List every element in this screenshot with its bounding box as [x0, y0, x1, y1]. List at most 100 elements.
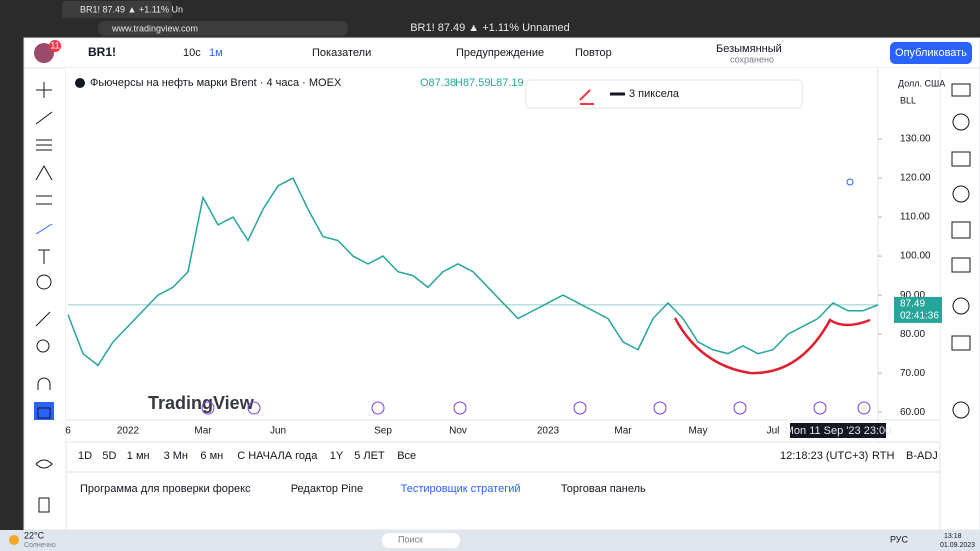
tab-title[interactable]: BR1! 87.49 ▲ +1.11% Un: [80, 4, 183, 14]
events: [201, 401, 871, 415]
y-tick-label: 100.00: [900, 251, 931, 262]
watermark: TradingView: [148, 393, 255, 413]
range-button[interactable]: 1D: [78, 450, 92, 462]
event[interactable]: [247, 401, 261, 415]
avatar[interactable]: [34, 43, 54, 63]
news-icon[interactable]: [951, 257, 971, 273]
x-tick-label: May: [689, 426, 708, 437]
alert[interactable]: Предупреждение: [456, 47, 544, 59]
event[interactable]: [371, 401, 385, 415]
projection-tool[interactable]: [36, 195, 52, 205]
symbol[interactable]: BR1!: [88, 45, 116, 59]
range-button[interactable]: 6 мн: [200, 450, 223, 462]
event[interactable]: [201, 401, 215, 415]
event[interactable]: [573, 401, 587, 415]
trendline-tool[interactable]: [35, 111, 53, 125]
calendar-icon[interactable]: [951, 221, 971, 239]
range-button[interactable]: 1Y: [330, 450, 344, 462]
badge-count: 11: [50, 40, 59, 50]
x-tick-label: Jul: [767, 426, 780, 437]
indicators[interactable]: Показатели: [312, 47, 371, 59]
data-icon[interactable]: [951, 151, 971, 167]
y-tick-label: 110.00: [900, 212, 930, 223]
chat-icon[interactable]: [951, 335, 971, 351]
text-tool[interactable]: [38, 249, 50, 264]
tab[interactable]: [62, 1, 172, 18]
delete-tool[interactable]: [38, 497, 50, 513]
date: 01.09.2023: [940, 542, 975, 549]
range-buttons: 1D 5D 1 мн 3 Мн 6 мн С НАЧАЛА года 1Y 5 ЛЕТ Все: [78, 450, 416, 462]
chart-title: Фьючерсы на нефть марки Brent · 4 часа ·…: [90, 77, 342, 89]
watchlist-icon[interactable]: [951, 83, 971, 97]
streams-icon[interactable]: [952, 401, 970, 419]
search-box[interactable]: [382, 533, 460, 548]
bottom-tab[interactable]: Программа для проверки форекс: [80, 483, 251, 495]
fib-tool[interactable]: [36, 139, 52, 151]
interval[interactable]: 10с: [183, 47, 201, 59]
brush-tool[interactable]: [35, 223, 53, 235]
event[interactable]: [653, 401, 667, 415]
publish-button[interactable]: [890, 42, 972, 64]
pattern-tool[interactable]: [35, 164, 53, 181]
drawing-toolbar: [525, 79, 803, 109]
ideas-icon[interactable]: [952, 297, 970, 315]
cup-drawing: [673, 317, 871, 375]
bottom-tab[interactable]: Редактор Pine: [291, 483, 363, 495]
eye-tool[interactable]: [35, 459, 53, 469]
marker: [846, 178, 854, 186]
event[interactable]: [733, 401, 747, 415]
legend-high: Н87.59: [455, 77, 490, 89]
bottom-tab[interactable]: Тестировщик стратегий: [401, 483, 521, 495]
plot: 60.00 70.00 80.00 90.00 100.00 110.00 120.00 13…: [65, 134, 942, 437]
interval-active[interactable]: 1м: [209, 47, 223, 59]
adjust[interactable]: B-ADJ: [906, 450, 938, 462]
event[interactable]: [813, 401, 827, 415]
last-price: 87.49: [900, 299, 925, 310]
range-button[interactable]: Все: [397, 450, 416, 462]
lock-draw-tool[interactable]: [34, 402, 54, 420]
x-tick-label: Sep: [374, 426, 392, 437]
session[interactable]: RTH: [872, 450, 894, 462]
event[interactable]: [857, 401, 871, 415]
clock: 12:18:23 (UTC+3): [780, 450, 868, 462]
layout-name[interactable]: Безымянный: [716, 43, 782, 55]
source[interactable]: BLL: [900, 95, 916, 105]
range-button[interactable]: 1 мн: [127, 450, 150, 462]
alerts-icon[interactable]: [952, 113, 970, 131]
y-tick-label: 80.00: [900, 329, 925, 340]
time: 13:18: [944, 533, 962, 540]
line-width[interactable]: 3 пиксела: [629, 88, 680, 100]
replay[interactable]: Повтор: [575, 47, 612, 59]
ruler-tool[interactable]: [35, 311, 51, 327]
bottom-tab[interactable]: Торговая панель: [561, 483, 646, 495]
symbol-icon: [75, 78, 85, 88]
zoom-tool[interactable]: [36, 339, 50, 353]
language[interactable]: РУС: [890, 534, 909, 544]
browser-sidebar: [0, 38, 24, 530]
sidebar-icons: [951, 83, 971, 419]
hotlist-icon[interactable]: [952, 185, 970, 203]
range-button[interactable]: 5D: [102, 450, 116, 462]
event[interactable]: [453, 401, 467, 415]
address-bar[interactable]: [98, 21, 348, 36]
chart-area: [66, 68, 940, 442]
range-button[interactable]: С НАЧАЛА года: [237, 450, 318, 462]
bottom-tabs: Программа для проверки форекс Редактор Pi…: [80, 483, 646, 495]
publish[interactable]: Опубликовать: [895, 47, 967, 59]
crosshair-tool[interactable]: [36, 82, 52, 98]
x-tick-label: 6: [65, 426, 71, 437]
search[interactable]: Поиск: [398, 534, 423, 544]
currency[interactable]: Долл. США: [898, 78, 945, 88]
x-tick-label: Nov: [449, 426, 467, 437]
right-sidebar: [939, 67, 980, 531]
magnet-tool[interactable]: [37, 377, 51, 390]
lock-tool[interactable]: [37, 407, 51, 419]
url[interactable]: www.tradingview.com: [111, 23, 198, 33]
color-button[interactable]: [579, 89, 594, 105]
emoji-tool[interactable]: [36, 274, 52, 290]
range-button[interactable]: 3 Мн: [164, 450, 188, 462]
badge: [49, 40, 61, 52]
range-button[interactable]: 5 ЛЕТ: [354, 450, 385, 462]
